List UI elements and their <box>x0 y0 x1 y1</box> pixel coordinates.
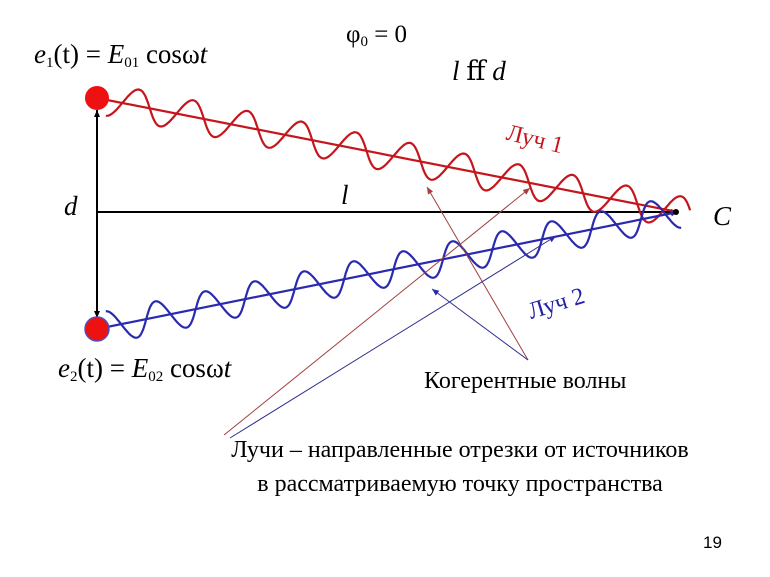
cond-l: l <box>452 56 460 86</box>
label-coherent-waves: Когерентные волны <box>424 368 627 394</box>
e1-var: e <box>34 39 46 69</box>
ray2-wave <box>105 200 682 339</box>
description-line1: Лучи – направленные отрезки от источнико… <box>231 437 689 463</box>
description: Лучи – направленные отрезки от источнико… <box>160 433 760 501</box>
e1-amp: E <box>107 39 125 69</box>
label-l: l <box>341 180 349 210</box>
coherent-pointer-red <box>426 186 529 361</box>
source2-dot <box>84 316 110 342</box>
formula-condition: l ﬀ d <box>452 58 506 85</box>
coherent-pointer-blue <box>431 288 529 361</box>
phi-rest: = 0 <box>367 21 408 48</box>
e1-cos: cosω <box>139 39 200 69</box>
e2-cos: cosω <box>163 353 224 383</box>
e1-arg: (t) <box>53 39 79 69</box>
e2-arg: (t) <box>77 353 103 383</box>
formula-e1: e1(t) = E01 cosωt <box>34 41 207 71</box>
e1-amp-sub: 01 <box>124 55 140 71</box>
phi-sub: 0 <box>360 34 368 50</box>
label-point-c: C <box>713 201 732 231</box>
e1-t: t <box>199 39 208 69</box>
ray2-line <box>96 210 679 331</box>
e1-eq: = <box>78 39 108 69</box>
e2-eq: = <box>102 353 132 383</box>
rays-pointer-blue <box>229 235 557 439</box>
description-line2: в рассматриваемую точку пространства <box>257 471 663 497</box>
rays-pointer-red <box>223 187 531 436</box>
label-d: d <box>64 191 78 221</box>
formula-phase: φ0 = 0 <box>346 22 407 50</box>
e2-amp: E <box>131 353 149 383</box>
e2-t: t <box>223 353 232 383</box>
phi-var: φ <box>346 21 361 48</box>
cond-d: d <box>492 56 506 86</box>
source1-dot <box>85 86 109 110</box>
e2-var: e <box>58 353 70 383</box>
e2-amp-sub: 02 <box>148 369 164 385</box>
e1-sub: 1 <box>45 55 54 71</box>
cond-rel: ﬀ <box>459 56 493 86</box>
ray1-wave <box>105 88 692 224</box>
formula-e2: e2(t) = E02 cosωt <box>58 355 231 385</box>
e2-sub: 2 <box>69 369 78 385</box>
ray1-line <box>96 96 679 214</box>
page-number: 19 <box>703 533 722 552</box>
point-c-marker <box>673 209 679 215</box>
